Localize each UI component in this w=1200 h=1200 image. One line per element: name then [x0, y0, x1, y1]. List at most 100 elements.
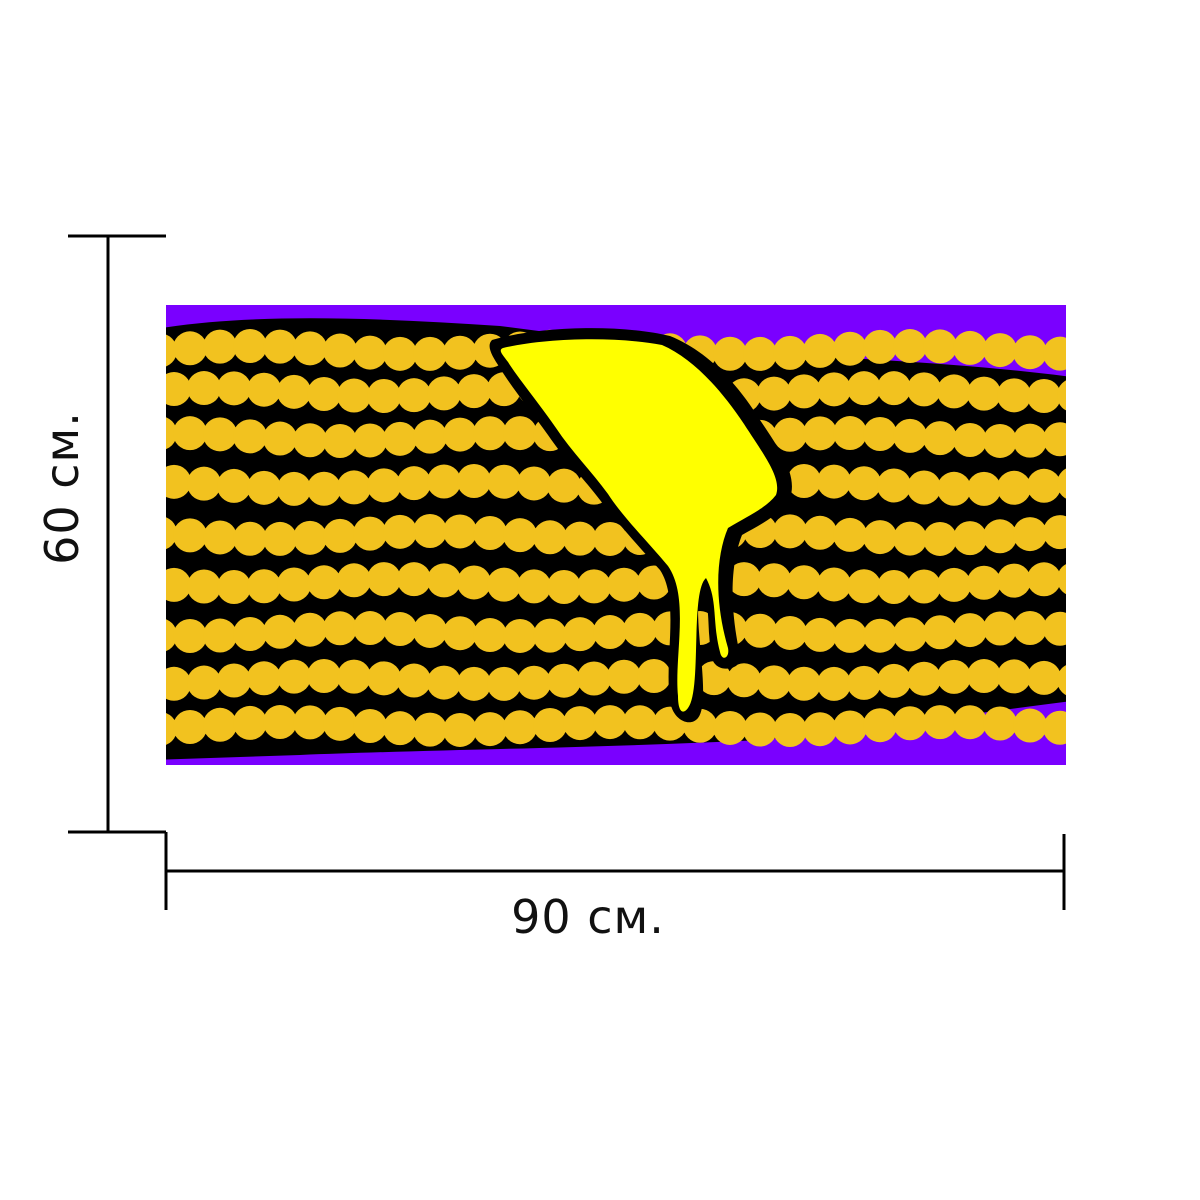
corn-kernel — [877, 371, 911, 406]
corn-kernel — [517, 665, 551, 700]
corn-kernel — [443, 616, 477, 651]
corn-kernel — [907, 569, 941, 604]
corn-kernel — [833, 710, 867, 745]
corn-kernel — [533, 618, 567, 653]
corn-kernel — [217, 663, 251, 698]
corn-kernel — [817, 666, 851, 701]
corn-kernel — [593, 615, 627, 650]
corn-kernel — [166, 417, 177, 450]
corn-kernel — [323, 518, 357, 553]
corn-kernel — [877, 468, 911, 503]
corn-kernel — [337, 563, 371, 598]
corn-kernel — [607, 567, 641, 602]
corn-kernel — [487, 567, 521, 602]
corn-kernel — [307, 565, 341, 600]
corn-kernel — [757, 665, 791, 700]
corn-kernel — [773, 712, 807, 747]
corn-kernel — [173, 416, 207, 451]
corn-kernel — [203, 707, 237, 742]
corn-kernel — [166, 713, 177, 745]
corn-kernel — [217, 371, 251, 406]
corn-kernel — [353, 708, 387, 743]
corn-kernel — [833, 416, 867, 451]
corn-kernel — [397, 562, 431, 597]
corn-kernel — [187, 665, 221, 700]
corn-kernel — [1027, 660, 1061, 695]
corn-kernel — [1043, 336, 1066, 371]
corn-kernel — [847, 569, 881, 604]
corn-kernel — [353, 516, 387, 551]
corn-kernel — [203, 329, 237, 364]
corn-kernel — [413, 613, 447, 648]
corn-kernel — [1057, 380, 1066, 411]
corn-kernel — [607, 659, 641, 694]
corn-kernel — [367, 562, 401, 597]
corn-kernel — [967, 471, 1001, 506]
corn-kernel — [503, 618, 537, 653]
corn-kernel — [863, 416, 897, 451]
corn-kernel — [166, 517, 177, 550]
corn-kernel — [166, 619, 177, 652]
corn-kernel — [503, 416, 537, 451]
corn-kernel — [803, 617, 837, 652]
corn-kernel — [166, 334, 177, 367]
corn-kernel — [593, 705, 627, 740]
corn-kernel — [307, 659, 341, 694]
corn-kernel — [937, 659, 971, 694]
corn-kernel — [473, 618, 507, 653]
corn-kernel — [233, 329, 267, 364]
corn-kernel — [443, 514, 477, 549]
corn-kernel — [1027, 378, 1061, 413]
corn-kernel — [953, 330, 987, 365]
corn-kernel — [1043, 710, 1066, 745]
corn-kernel — [337, 470, 371, 505]
corn-kernel — [427, 665, 461, 700]
corn-kernel — [833, 331, 867, 366]
corn-kernel — [166, 372, 191, 407]
corn-kernel — [473, 712, 507, 747]
corn-kernel — [307, 471, 341, 506]
corn-kernel — [983, 519, 1017, 554]
corn-kernel — [803, 515, 837, 550]
corn-kernel — [413, 336, 447, 371]
corn-kernel — [293, 705, 327, 740]
corn-kernel — [427, 563, 461, 598]
corn-kernel — [893, 617, 927, 652]
corn-kernel — [1043, 611, 1066, 646]
corn-kernel — [967, 376, 1001, 411]
corn-kernel — [293, 331, 327, 366]
corn-kernel — [893, 418, 927, 453]
corn-kernel — [937, 374, 971, 409]
corn-kernel — [847, 665, 881, 700]
corn-kernel — [367, 468, 401, 503]
corn-kernel — [323, 611, 357, 646]
corn-kernel — [893, 706, 927, 741]
corn-kernel — [427, 464, 461, 499]
corn-kernel — [757, 563, 791, 598]
corn-kernel — [337, 659, 371, 694]
corn-kernel — [277, 659, 311, 694]
corn-kernel — [397, 663, 431, 698]
corn-kernel — [923, 329, 957, 364]
corn-kernel — [727, 663, 761, 698]
corn-kernel — [173, 518, 207, 553]
corn-kernel — [1013, 611, 1047, 646]
corn-kernel — [173, 618, 207, 653]
corn-kernel — [323, 333, 357, 368]
corn-kernel — [397, 466, 431, 501]
corn-kernel — [833, 517, 867, 552]
corn-kernel — [413, 514, 447, 549]
corn-kernel — [1043, 422, 1066, 457]
corn-kernel — [443, 712, 477, 747]
corn-kernel — [517, 569, 551, 604]
corn-kernel — [166, 464, 191, 499]
corn-kernel — [787, 374, 821, 409]
corn-kernel — [353, 423, 387, 458]
corn-kernel — [997, 659, 1031, 694]
corn-kernel — [187, 569, 221, 604]
corn-kernel — [397, 378, 431, 413]
corn-kernel — [623, 705, 657, 740]
corn-kernel — [173, 710, 207, 745]
corn-kernel — [577, 661, 611, 696]
